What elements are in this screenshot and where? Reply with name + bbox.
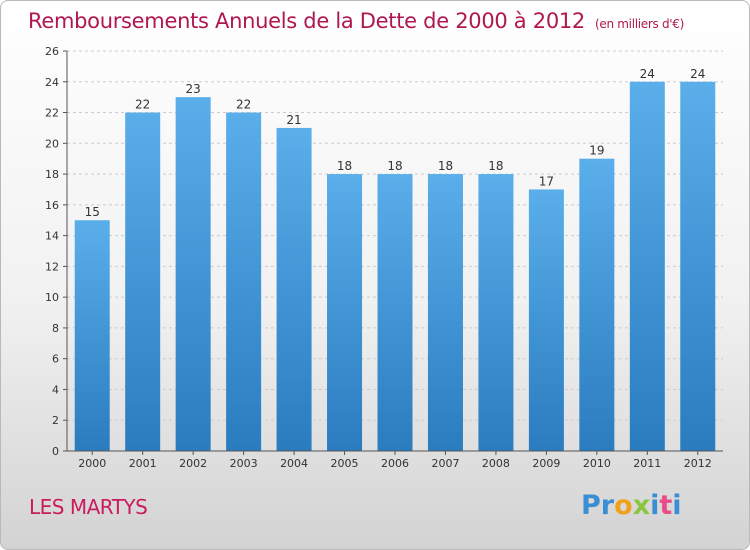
chart-title-text: Remboursements Annuels de la Dette de 20… xyxy=(28,9,585,33)
bar-value-label: 24 xyxy=(640,67,655,81)
x-tick-label: 2010 xyxy=(583,457,611,470)
x-tick-label: 2006 xyxy=(381,457,409,470)
bar[interactable] xyxy=(327,174,363,452)
bar[interactable] xyxy=(427,174,463,452)
bar[interactable] xyxy=(528,189,564,451)
x-tick-label: 2003 xyxy=(230,457,258,470)
y-tick-label: 6 xyxy=(52,353,59,366)
bar[interactable] xyxy=(377,174,413,452)
x-tick-label: 2000 xyxy=(78,457,106,470)
bar[interactable] xyxy=(125,112,161,452)
chart-unit: (en milliers d'€) xyxy=(595,17,685,31)
y-tick-label: 4 xyxy=(52,383,59,396)
x-tick-label: 2009 xyxy=(532,457,560,470)
logo-letter: r xyxy=(600,490,615,521)
y-tick-label: 26 xyxy=(45,45,59,58)
x-tick-label: 2004 xyxy=(280,457,308,470)
proxiti-logo[interactable]: Proxiti xyxy=(581,490,682,521)
bar-value-label: 18 xyxy=(337,159,352,173)
bar-value-label: 22 xyxy=(236,98,251,112)
x-tick-label: 2008 xyxy=(482,457,510,470)
y-tick-label: 2 xyxy=(52,414,59,427)
bar-value-label: 18 xyxy=(488,159,503,173)
bar[interactable] xyxy=(579,158,615,451)
bar[interactable] xyxy=(276,127,312,451)
logo-letter: x xyxy=(632,490,651,521)
y-tick-label: 20 xyxy=(45,137,59,150)
bars xyxy=(74,81,716,452)
bar-value-label: 24 xyxy=(690,67,705,81)
bar-value-label: 18 xyxy=(387,159,402,173)
y-tick-label: 0 xyxy=(52,445,59,458)
labels: 0246810121416182022242615200022200123200… xyxy=(45,45,712,470)
x-tick-label: 2001 xyxy=(129,457,157,470)
bar-value-label: 17 xyxy=(539,174,554,188)
y-tick-label: 22 xyxy=(45,107,59,120)
bar[interactable] xyxy=(629,81,665,452)
chart-title: Remboursements Annuels de la Dette de 20… xyxy=(28,9,684,33)
logo-letter: i xyxy=(650,490,660,521)
logo-letter: P xyxy=(581,490,601,521)
bar[interactable] xyxy=(175,97,211,452)
logo-letter: i xyxy=(672,490,682,521)
y-tick-label: 16 xyxy=(45,199,59,212)
bar[interactable] xyxy=(478,174,514,452)
logo-letter: t xyxy=(659,490,673,521)
commune-name: LES MARTYS xyxy=(29,495,148,519)
x-tick-label: 2002 xyxy=(179,457,207,470)
bar-value-label: 23 xyxy=(186,82,201,96)
y-tick-label: 24 xyxy=(45,76,59,89)
bar[interactable] xyxy=(226,112,262,452)
axes xyxy=(63,50,723,455)
bar-value-label: 21 xyxy=(286,113,301,127)
y-tick-label: 10 xyxy=(45,291,59,304)
bar-value-label: 22 xyxy=(135,98,150,112)
y-tick-label: 18 xyxy=(45,168,59,181)
bar[interactable] xyxy=(680,81,716,452)
y-tick-label: 12 xyxy=(45,260,59,273)
y-tick-label: 14 xyxy=(45,230,59,243)
x-tick-label: 2007 xyxy=(431,457,459,470)
y-tick-label: 8 xyxy=(52,322,59,335)
logo-letter: o xyxy=(614,490,633,521)
x-tick-label: 2011 xyxy=(633,457,661,470)
x-tick-label: 2005 xyxy=(331,457,359,470)
bar[interactable] xyxy=(74,220,110,451)
bar-value-label: 15 xyxy=(85,205,100,219)
x-tick-label: 2012 xyxy=(684,457,712,470)
bar-value-label: 19 xyxy=(589,144,604,158)
bar-value-label: 18 xyxy=(438,159,453,173)
